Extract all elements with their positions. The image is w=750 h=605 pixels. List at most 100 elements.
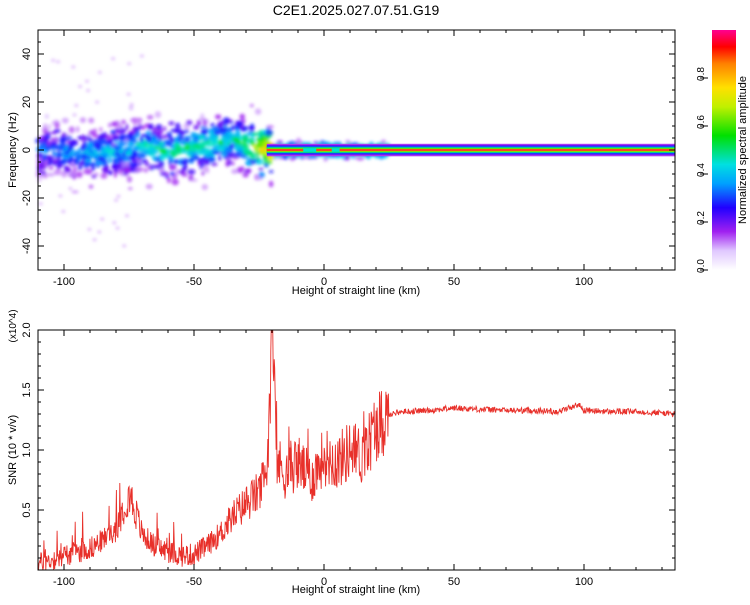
colorbar: 0.0 0.2 0.4 0.6 0.8 Normalized spectral ampl…: [696, 30, 749, 273]
tone-band-gap: [303, 148, 317, 152]
spectrogram-cell: [71, 190, 79, 194]
spectrogram-cell: [249, 156, 256, 160]
spectrogram-cell: [236, 167, 243, 174]
spectrogram-cell: [216, 123, 223, 128]
spectrogram-cell: [68, 158, 72, 165]
spectrogram-cell: [79, 117, 86, 123]
spectrogram-cell: [87, 227, 92, 231]
spectrogram-cell: [202, 165, 209, 172]
spectrogram-cell: [107, 170, 114, 175]
spectrogram-cell: [197, 145, 201, 151]
spectrogram-cell: [54, 122, 60, 129]
spectrogram-cell: [131, 162, 137, 168]
spectrogram-cell: [122, 157, 130, 162]
spectrogram-cell: [46, 155, 54, 162]
spectrogram-cell: [57, 168, 62, 172]
spectrogram-cell: [208, 156, 216, 162]
spectrogram-cell: [137, 160, 142, 164]
spectrogram-y-label: Frequency (Hz): [7, 112, 19, 188]
spectrogram-cell: [235, 129, 241, 137]
spectrogram-cell: [53, 128, 61, 133]
tone-band-layer: [266, 149, 675, 151]
spectrogram-cell: [247, 131, 252, 135]
spectrogram-cell: [201, 184, 208, 191]
spectrogram-cell: [40, 139, 45, 145]
y-tick-label: 0: [21, 147, 33, 153]
spectrogram-cell: [184, 141, 188, 147]
spectrogram-cell: [46, 146, 50, 153]
y-tick-label: 2.0: [21, 322, 33, 337]
spectrogram-cell: [215, 114, 222, 120]
spectrogram-cell: [116, 194, 121, 198]
spectrogram-cell: [139, 54, 144, 58]
colorbar-label: Normalized spectral amplitude: [737, 76, 749, 224]
spectrogram-cell: [166, 177, 171, 184]
spectrogram-cell: [144, 161, 150, 167]
spectrogram-cell: [142, 125, 146, 130]
spectrogram-cell: [196, 119, 202, 127]
spectrogram-cell: [93, 128, 97, 135]
spectrogram-cell: [201, 131, 205, 135]
spectrogram-cell: [99, 127, 103, 132]
spectrogram-cell: [122, 244, 127, 248]
spectrogram-cell: [83, 162, 90, 169]
spectrogram-cell: [254, 108, 262, 115]
x-tick-label: -50: [186, 276, 202, 288]
spectrogram-cell: [92, 238, 97, 242]
x-tick-label: 0: [321, 276, 327, 288]
spectrogram-cell: [265, 129, 273, 137]
spectrogram-cell: [114, 147, 121, 152]
spectrogram-cell: [260, 134, 265, 139]
spectrogram-cell: [140, 133, 149, 137]
snr-x-label: Height of straight line (km): [292, 584, 420, 596]
spectrogram-cell: [356, 156, 365, 161]
spectrogram-cell: [173, 159, 180, 165]
spectrogram-cell: [257, 131, 263, 135]
spectrogram-cell: [233, 152, 242, 158]
spectrogram-cell: [249, 103, 254, 108]
spectrogram-cell: [101, 147, 106, 155]
spectrogram-cell: [130, 118, 138, 123]
spectrogram-cell: [39, 142, 47, 150]
spectrogram-cell: [122, 166, 130, 172]
spectrogram-cell: [148, 132, 152, 136]
spectrogram-cell: [83, 169, 91, 174]
spectrogram-cell: [262, 155, 268, 161]
spectrogram-cell: [115, 226, 120, 230]
snr-plot-area: [38, 330, 675, 570]
spectrogram-cell: [107, 140, 112, 145]
spectrogram-cell: [133, 121, 137, 126]
spectrogram-cell: [155, 124, 163, 130]
colorbar-tick-label: 0.2: [696, 211, 707, 225]
spectrogram-cell: [187, 150, 194, 155]
spectrogram-cell: [200, 113, 205, 119]
spectrogram-cell: [103, 134, 110, 139]
spectrogram-cell: [183, 147, 189, 151]
spectrogram-cell: [77, 165, 83, 170]
spectrogram-cell: [58, 194, 63, 198]
y-tick-label: -40: [21, 238, 33, 254]
spectrogram-cell: [48, 123, 52, 130]
spectrogram-cell: [127, 62, 132, 66]
spectrogram-cell: [163, 126, 167, 131]
spectrogram-cell: [168, 158, 172, 166]
spectrogram-cell: [219, 127, 228, 133]
spectrogram-cell: [213, 145, 218, 149]
spectrogram-cell: [89, 142, 94, 150]
spectrogram-cell: [97, 70, 102, 74]
colorbar-tick-label: 0.8: [696, 67, 707, 81]
spectrogram-cell: [63, 165, 68, 170]
spectrogram-cell: [113, 172, 117, 178]
spectrogram-cell: [38, 162, 46, 168]
spectrogram-cell: [250, 139, 254, 146]
spectrogram-cell: [205, 151, 210, 159]
spectrogram-cell: [174, 136, 179, 142]
spectrogram-cell: [154, 111, 162, 119]
x-tick-label: 50: [448, 576, 460, 588]
spectrogram-cell: [199, 125, 208, 129]
x-tick-label: -100: [53, 576, 75, 588]
spectrogram-cell: [56, 60, 61, 64]
spectrogram-cell: [61, 132, 67, 137]
